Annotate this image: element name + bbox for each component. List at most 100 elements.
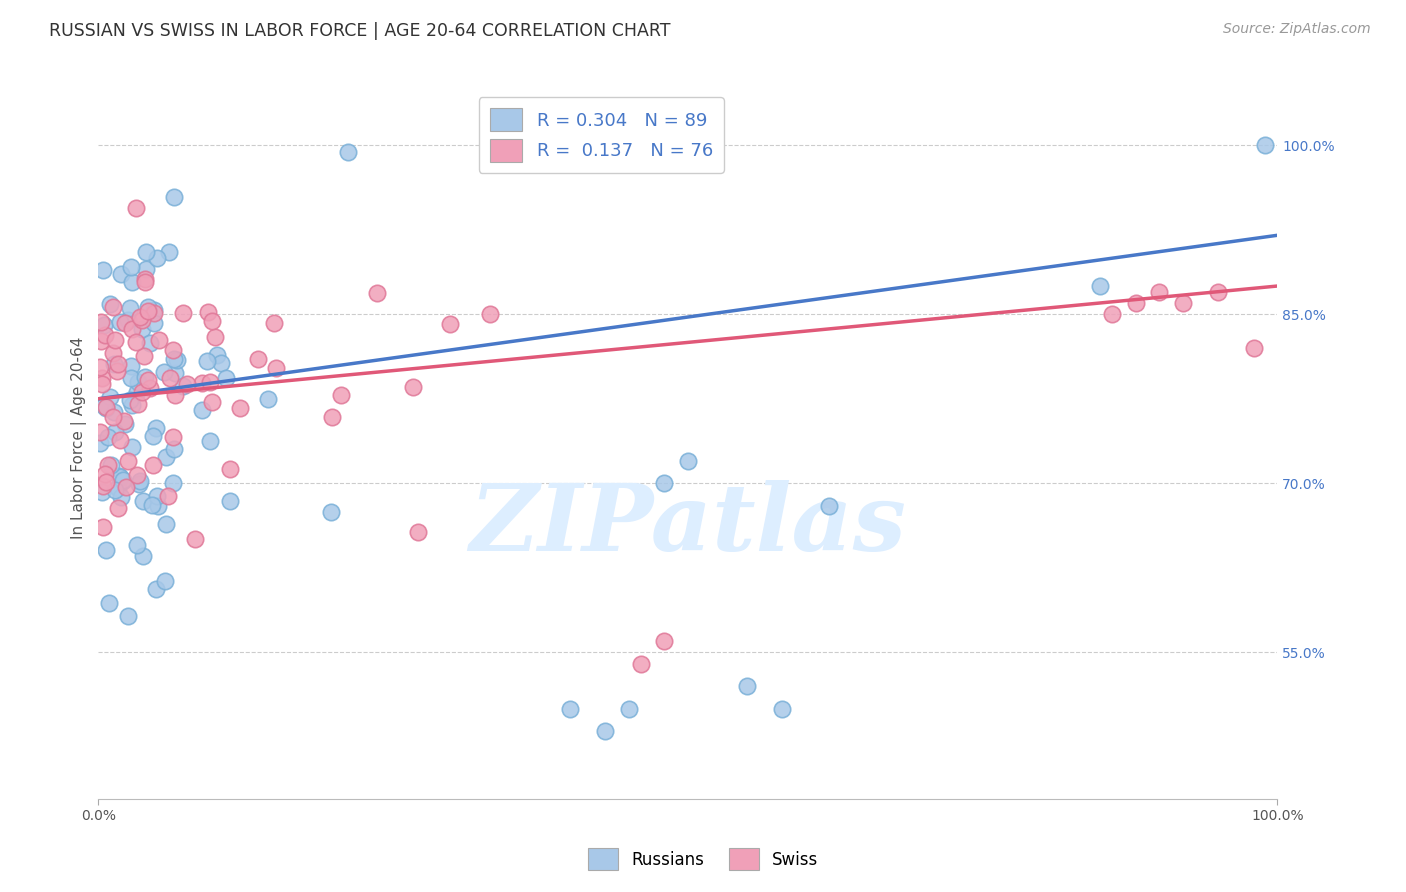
Point <box>90 377 112 392</box>
Point <box>439 317 461 331</box>
Point <box>479 307 502 321</box>
Point <box>143 303 166 318</box>
Point <box>145 251 167 265</box>
Point <box>195 354 218 368</box>
Point <box>90 315 112 329</box>
Point <box>89 436 111 450</box>
Point <box>110 433 132 447</box>
Point <box>135 262 157 277</box>
Point <box>163 388 186 402</box>
Point <box>257 392 280 406</box>
Point <box>135 244 157 259</box>
Point <box>110 490 132 504</box>
Point <box>155 516 177 531</box>
Point <box>134 272 156 286</box>
Point <box>94 467 117 482</box>
Point <box>107 481 129 495</box>
Point <box>676 454 699 468</box>
Point <box>125 384 148 399</box>
Point <box>1090 279 1112 293</box>
Point <box>90 334 112 348</box>
Point <box>1243 341 1265 355</box>
Point <box>157 244 180 259</box>
Point <box>128 476 150 491</box>
Point <box>93 263 115 277</box>
Point <box>91 485 114 500</box>
Point <box>770 702 793 716</box>
Point <box>191 376 214 391</box>
Point <box>229 401 252 416</box>
Point <box>90 371 112 385</box>
Point <box>93 399 115 413</box>
Point <box>101 300 124 314</box>
Point <box>127 538 149 552</box>
Point <box>97 430 120 444</box>
Point <box>138 300 160 314</box>
Point <box>163 442 186 457</box>
Point <box>205 347 228 361</box>
Text: Source: ZipAtlas.com: Source: ZipAtlas.com <box>1223 22 1371 37</box>
Point <box>143 316 166 330</box>
Point <box>1149 285 1171 299</box>
Point <box>366 286 388 301</box>
Point <box>148 333 170 347</box>
Point <box>117 454 139 468</box>
Point <box>129 474 152 488</box>
Point <box>89 359 111 374</box>
Point <box>108 315 131 329</box>
Point <box>98 390 121 404</box>
Point <box>139 381 162 395</box>
Point <box>94 401 117 416</box>
Point <box>139 335 162 350</box>
Point <box>94 475 117 490</box>
Point <box>118 393 141 408</box>
Point <box>155 450 177 465</box>
Point <box>132 494 155 508</box>
Point <box>104 483 127 497</box>
Point <box>219 493 242 508</box>
Point <box>172 378 194 392</box>
Point <box>1101 307 1123 321</box>
Point <box>201 314 224 328</box>
Point <box>110 470 132 484</box>
Point <box>131 385 153 400</box>
Point <box>142 306 165 320</box>
Point <box>103 405 125 419</box>
Point <box>117 313 139 327</box>
Point <box>162 430 184 444</box>
Point <box>162 475 184 490</box>
Point <box>630 657 652 671</box>
Legend: Russians, Swiss: Russians, Swiss <box>581 842 825 877</box>
Point <box>595 724 617 739</box>
Point <box>263 316 285 330</box>
Point <box>142 458 165 473</box>
Point <box>184 532 207 546</box>
Point <box>321 409 343 424</box>
Point <box>166 353 188 368</box>
Point <box>91 520 114 534</box>
Point <box>93 318 115 333</box>
Point <box>121 275 143 289</box>
Point <box>337 145 360 160</box>
Point <box>209 356 232 370</box>
Point <box>132 349 155 363</box>
Point <box>176 377 198 392</box>
Point <box>120 260 142 274</box>
Point <box>94 328 117 343</box>
Point <box>735 679 758 693</box>
Point <box>134 370 156 384</box>
Point <box>141 499 163 513</box>
Point <box>159 371 181 385</box>
Point <box>558 702 581 716</box>
Point <box>103 357 125 371</box>
Point <box>197 304 219 318</box>
Point <box>100 458 122 472</box>
Point <box>110 268 132 282</box>
Point <box>94 400 117 414</box>
Point <box>107 501 129 516</box>
Point <box>112 414 135 428</box>
Point <box>246 351 269 366</box>
Point <box>131 322 153 336</box>
Point <box>153 574 176 588</box>
Point <box>112 473 135 487</box>
